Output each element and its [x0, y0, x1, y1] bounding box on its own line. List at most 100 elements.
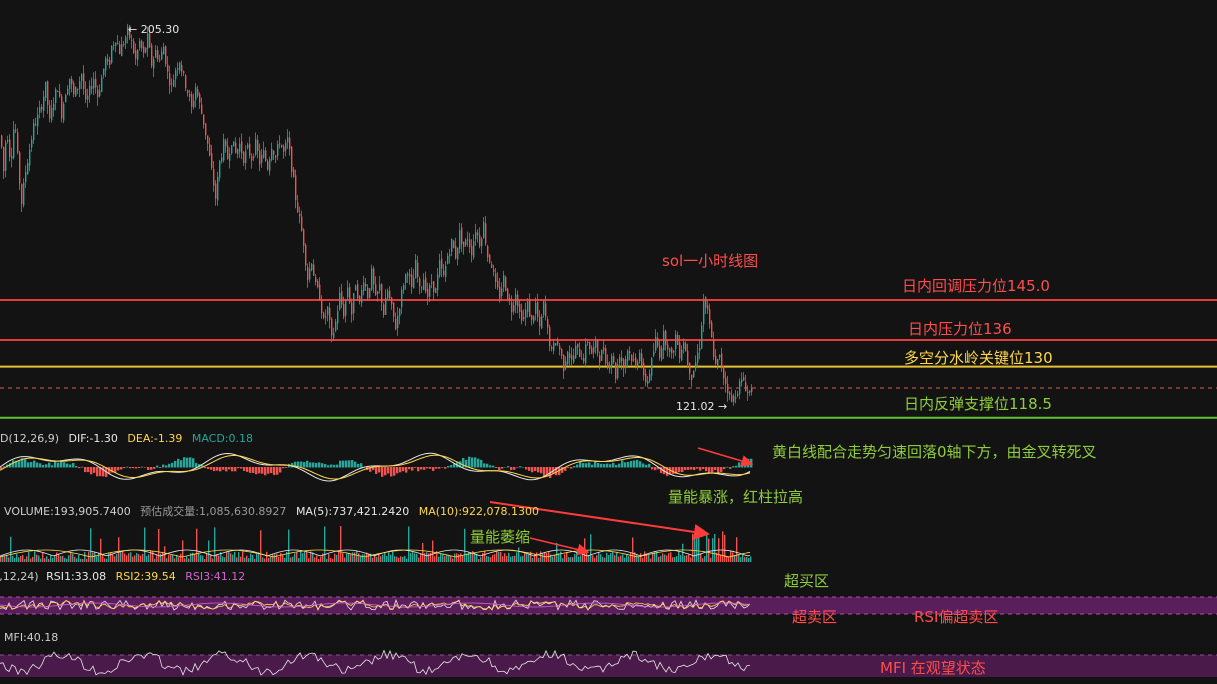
candle [749, 390, 751, 397]
volume-bar [200, 555, 202, 562]
volume-bar [656, 551, 658, 562]
candle [537, 293, 539, 322]
volume-bar [572, 557, 574, 562]
macd-bar [147, 467, 150, 470]
macd-bar [396, 467, 399, 474]
volume-bar [80, 558, 82, 562]
macd-bar [693, 467, 696, 471]
candle-body [3, 147, 5, 172]
candle [235, 137, 237, 154]
macd-bar [573, 466, 576, 468]
candle [715, 349, 717, 365]
macd-bar [99, 467, 102, 477]
candle-body [495, 273, 497, 283]
candle [181, 60, 183, 77]
candle-body [321, 300, 323, 313]
volume-bar [42, 552, 44, 562]
candle-body [269, 159, 271, 172]
volume-bar [40, 558, 42, 562]
candle-body [15, 129, 17, 131]
candle-body [635, 357, 637, 366]
candle [301, 210, 303, 232]
volume-bar [674, 557, 676, 562]
volume-header: VOLUME:193,905.7400 预估成交量:1,085,630.8927… [4, 505, 540, 518]
candle [227, 138, 229, 160]
candle-body [467, 239, 469, 241]
candle [293, 167, 295, 178]
candle-body [459, 230, 461, 249]
candle-body [567, 352, 569, 364]
candle-body [87, 95, 89, 100]
macd-bar [657, 467, 660, 470]
candle [401, 286, 403, 315]
volume-bar [64, 557, 66, 562]
volume-bar [56, 552, 58, 562]
macd-bar [219, 467, 222, 472]
candle-body [623, 359, 625, 369]
macd-bar [675, 467, 678, 474]
candle [649, 369, 651, 383]
volume-bar [62, 555, 64, 562]
candle [53, 97, 55, 117]
volume-bar [106, 558, 108, 562]
candle [625, 355, 627, 374]
macd-bar [738, 462, 741, 468]
candle [243, 150, 245, 166]
candle-body [265, 150, 267, 161]
candle [155, 45, 157, 59]
candle [663, 324, 665, 359]
candle [377, 290, 379, 302]
candle-body [33, 123, 35, 140]
volume-bar [612, 551, 614, 562]
candle-body [385, 297, 387, 315]
volume-bar [750, 556, 752, 562]
candle-body [121, 44, 123, 57]
volume-bar [314, 557, 316, 562]
volume-bar [464, 528, 466, 562]
candle-body [449, 254, 451, 257]
candle [127, 23, 129, 44]
volume-bar [738, 554, 740, 562]
volume-bar [644, 551, 646, 562]
candle [619, 354, 621, 367]
candle [31, 135, 33, 152]
candle-body [271, 148, 273, 160]
candle-body [251, 156, 253, 161]
candle [569, 345, 571, 367]
volume-bar [662, 553, 664, 562]
macd-bar [126, 466, 129, 468]
candle [141, 39, 143, 52]
candle-body [223, 139, 225, 161]
candle [209, 137, 211, 157]
volume-bar [710, 557, 712, 562]
volume-bar [14, 557, 16, 562]
candle [103, 68, 105, 79]
volume-bar [22, 555, 24, 562]
macd-bar [735, 465, 738, 468]
candle [105, 56, 107, 77]
candle [165, 45, 167, 67]
candle-body [115, 42, 117, 46]
candle-body [65, 94, 67, 103]
candle [503, 270, 505, 292]
macd-bar [33, 460, 36, 468]
volume-bar [468, 552, 470, 562]
macd-annotation: 黄白线配合走势匀速回落0轴下方，由金叉转死叉 [772, 443, 1097, 461]
candle-body [637, 361, 639, 366]
candle [11, 147, 13, 168]
candle [51, 100, 53, 123]
candle [95, 71, 97, 94]
candle-body [401, 289, 403, 308]
candle-body [403, 285, 405, 291]
candle-body [307, 267, 309, 280]
volume-bar [570, 557, 572, 562]
candle-body [259, 150, 261, 165]
candle-body [93, 78, 95, 89]
volume-bar [438, 556, 440, 562]
candle [277, 140, 279, 161]
candle-body [493, 269, 495, 272]
volume-bar [452, 558, 454, 562]
volume-bar [592, 555, 594, 562]
macd-bar [102, 467, 105, 477]
candle-body [303, 229, 305, 246]
